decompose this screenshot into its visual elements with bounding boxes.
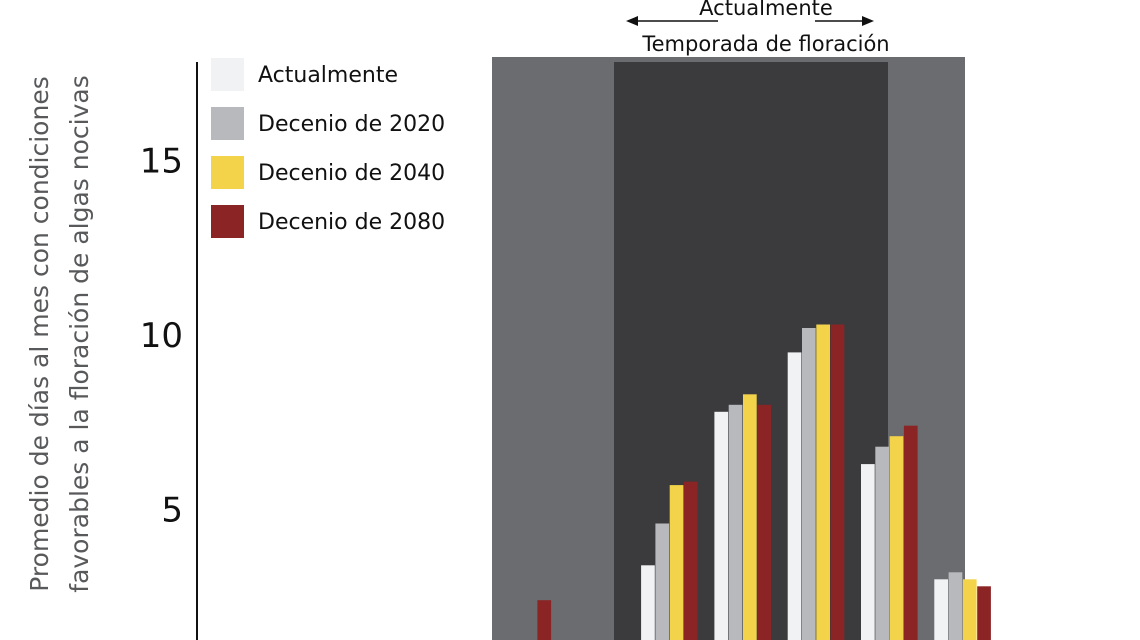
y-axis-title-line2: favorables a la floración de algas nociv… bbox=[65, 75, 94, 592]
bar bbox=[802, 328, 816, 640]
legend-swatch bbox=[211, 156, 244, 189]
bar bbox=[684, 481, 698, 640]
bar bbox=[714, 411, 729, 640]
bar bbox=[816, 324, 830, 640]
y-ticks: 5 10 15 bbox=[140, 142, 183, 531]
bar bbox=[787, 352, 802, 640]
y-tick-label: 15 bbox=[140, 142, 183, 182]
legend-swatch bbox=[211, 107, 244, 140]
bar bbox=[903, 425, 918, 640]
y-axis-title-line1: Promedio de días al mes con condiciones bbox=[25, 76, 54, 591]
bar bbox=[830, 324, 845, 640]
bar bbox=[537, 600, 552, 640]
bar bbox=[743, 394, 757, 640]
bar bbox=[962, 579, 977, 640]
legend-label: Decenio de 2040 bbox=[258, 161, 445, 186]
legend-label: Actualmente bbox=[258, 63, 398, 88]
bloom-season-annotation: Actualmente Temporada de floración bbox=[626, 0, 890, 56]
bar bbox=[875, 446, 889, 640]
legend-label: Decenio de 2020 bbox=[258, 112, 445, 137]
bloom-season-label: Temporada de floración bbox=[641, 32, 889, 56]
arrow-left-head bbox=[626, 16, 638, 26]
bars bbox=[537, 324, 991, 640]
legend: Actualmente Decenio de 2020 Decenio de 204… bbox=[211, 58, 445, 238]
period-label: Actualmente bbox=[699, 0, 833, 20]
bar bbox=[977, 586, 991, 640]
bar bbox=[728, 404, 743, 640]
bar bbox=[669, 485, 684, 640]
legend-label: Decenio de 2080 bbox=[258, 210, 445, 235]
bar bbox=[948, 572, 963, 640]
legend-swatch bbox=[211, 205, 244, 238]
bar bbox=[655, 523, 670, 640]
bar bbox=[757, 404, 771, 640]
legend-swatch bbox=[211, 58, 244, 91]
y-tick-label: 5 bbox=[161, 491, 183, 531]
y-tick-label: 10 bbox=[140, 316, 183, 356]
bar bbox=[861, 464, 875, 640]
bar bbox=[889, 436, 904, 640]
bar bbox=[641, 565, 655, 640]
bar bbox=[934, 579, 948, 640]
arrow-right-head bbox=[862, 16, 874, 26]
